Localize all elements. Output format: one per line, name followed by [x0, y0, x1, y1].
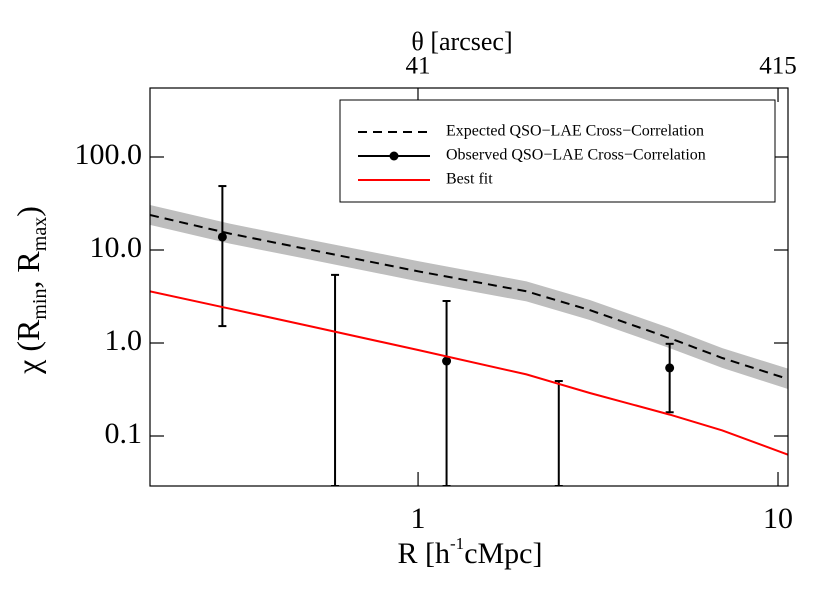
data-point — [217, 232, 227, 242]
y-label-sub: min — [29, 289, 51, 320]
y-tick-label: 0.1 — [105, 417, 143, 450]
x-tick-label: 10 — [763, 502, 793, 535]
plot-area — [150, 185, 788, 486]
x2-axis-label: θ [arcsec] — [411, 27, 512, 56]
x-label-part: cMpc] — [464, 537, 542, 570]
x-label-part: R [h — [398, 537, 451, 570]
y-axis-label: χ (Rmin, Rmax) — [10, 206, 50, 375]
legend-label: Best fit — [446, 171, 493, 188]
y-label-part: ) — [10, 206, 46, 217]
fit-line — [150, 290, 788, 456]
y-label-sub: max — [29, 217, 51, 251]
legend-marker — [389, 151, 399, 161]
y-tick-label: 1.0 — [105, 324, 143, 357]
expected-line — [150, 214, 788, 380]
x-label-sup: -1 — [450, 534, 464, 553]
x-tick-label: 1 — [411, 502, 426, 535]
legend-label: Expected QSO−LAE Cross−Correlation — [446, 123, 704, 140]
x2-tick-label: 41 — [405, 53, 430, 80]
legend-box — [339, 99, 776, 203]
y-label-part: χ (R — [10, 319, 46, 375]
x-axis-label: R [h-1cMpc] — [398, 534, 543, 570]
data-point — [665, 363, 675, 373]
x2-tick-label: 415 — [759, 53, 797, 80]
y-tick-label: 100.0 — [75, 138, 143, 171]
y-tick-label: 10.0 — [90, 231, 143, 264]
legend-label: Observed QSO−LAE Cross−Correlation — [446, 147, 706, 164]
axes-frame — [149, 87, 789, 487]
data-point — [442, 356, 452, 366]
y-label-part: , R — [10, 251, 46, 289]
confidence-band — [150, 204, 788, 390]
